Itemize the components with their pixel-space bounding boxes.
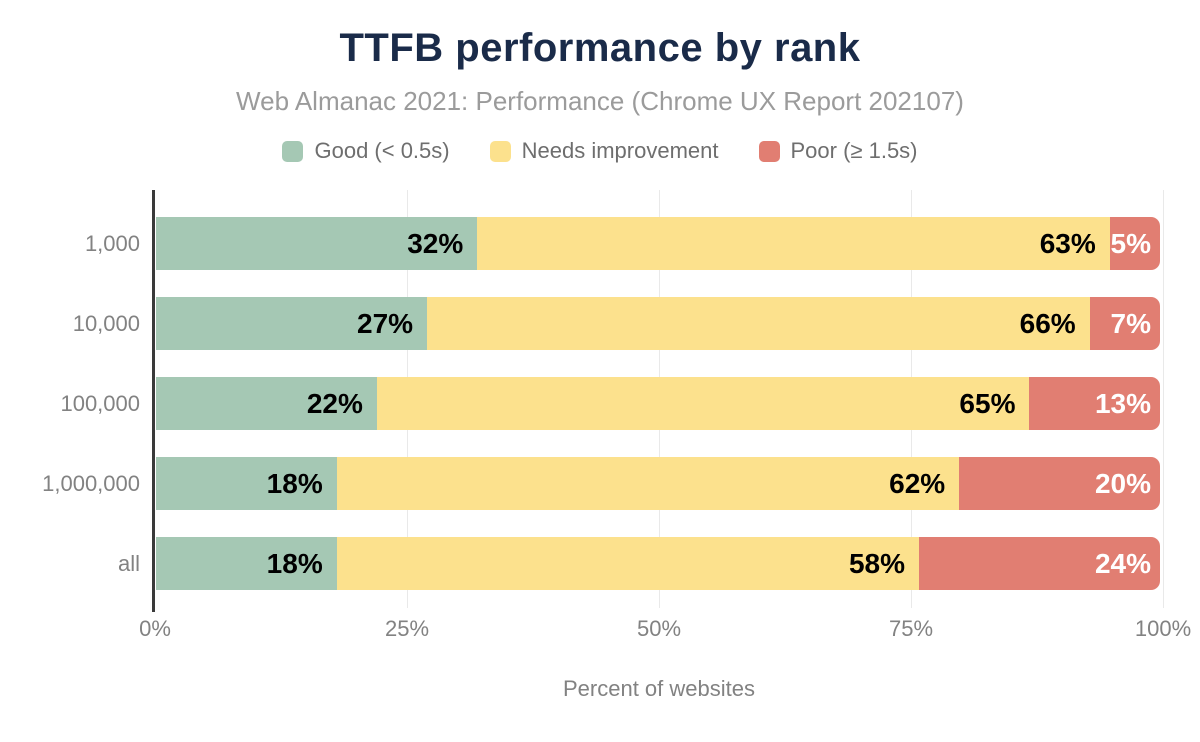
bar-value-label: 13% xyxy=(1094,387,1151,419)
bar-segment: 66% xyxy=(427,297,1090,350)
bar-value-label: 24% xyxy=(1094,547,1151,579)
legend-swatch-icon xyxy=(758,140,780,162)
legend-swatch-icon xyxy=(282,140,304,162)
legend-item-2: Poor (≥ 1.5s) xyxy=(758,138,918,164)
bar-row-all: 18% 58% 24% xyxy=(156,537,1160,590)
bar-segment: 63% xyxy=(477,217,1110,270)
bar-segment: 62% xyxy=(336,457,960,510)
bar-segment: 13% xyxy=(1029,377,1160,430)
chart-subtitle: Web Almanac 2021: Performance (Chrome UX… xyxy=(236,86,964,116)
bar-segment: 20% xyxy=(959,457,1160,510)
bar-segment: 22% xyxy=(156,377,377,430)
legend-item-0: Good (< 0.5s) xyxy=(282,138,450,164)
x-axis-tick-label: 75% xyxy=(888,616,934,641)
bar-segment: 18% xyxy=(156,457,337,510)
legend-label: Needs improvement xyxy=(521,138,719,163)
bar-segment: 27% xyxy=(156,297,428,350)
bar-row-10,000: 27% 66% 7% xyxy=(156,297,1160,350)
legend-swatch-icon xyxy=(489,140,511,162)
bar-segment: 65% xyxy=(376,377,1030,430)
bar-row-1,000,000: 18% 62% 20% xyxy=(156,457,1160,510)
y-axis-label: 100,000 xyxy=(60,390,140,416)
bar-value-label: 20% xyxy=(1094,467,1151,499)
legend: Good (< 0.5s) Needs improvement Poor (≥ 1.… xyxy=(0,138,1200,164)
bar-segment: 18% xyxy=(156,537,337,590)
bar-row-1,000: 32% 63% 5% xyxy=(156,217,1160,270)
plot-area: 32% 63% 5% 27% 66% 7% 22% 65% 13% 18% 62% 20% 18% 58%… xyxy=(152,190,1164,612)
y-axis-line xyxy=(152,190,155,612)
x-axis-tick-label: 0% xyxy=(139,616,171,641)
bar-value-label: 18% xyxy=(266,547,323,579)
x-axis-tick-label: 25% xyxy=(384,616,430,641)
bar-value-label: 32% xyxy=(407,227,464,259)
bar-segment: 32% xyxy=(156,217,478,270)
y-axis-label: all xyxy=(117,550,140,576)
bar-value-label: 63% xyxy=(1039,227,1096,259)
x-axis-tick-label: 100% xyxy=(1134,616,1192,641)
y-axis-label: 1,000 xyxy=(84,230,140,256)
y-axis-labels: 1,000 10,000 100,000 1,000,000 all xyxy=(0,190,140,612)
bar-value-label: 22% xyxy=(306,387,363,419)
bar-segment: 24% xyxy=(919,537,1160,590)
legend-item-1: Needs improvement xyxy=(489,138,719,164)
chart-title: TTFB performance by rank xyxy=(339,26,861,70)
legend-label: Good (< 0.5s) xyxy=(314,138,450,163)
y-axis-label: 1,000,000 xyxy=(42,470,140,496)
bar-value-label: 27% xyxy=(357,307,414,339)
x-axis-ticks: 0% 25% 50% 75% 100% xyxy=(139,616,1191,642)
bar-value-label: 18% xyxy=(266,467,323,499)
bar-value-label: 7% xyxy=(1110,307,1151,339)
bar-value-label: 58% xyxy=(848,547,906,579)
bar-value-label: 5% xyxy=(1110,227,1151,259)
y-axis-label: 10,000 xyxy=(72,310,140,336)
x-axis-title: Percent of websites xyxy=(563,676,755,701)
bar-row-100,000: 22% 65% 13% xyxy=(156,377,1160,430)
legend-label: Poor (≥ 1.5s) xyxy=(790,138,918,163)
bar-segment: 58% xyxy=(336,537,920,590)
bar-value-label: 65% xyxy=(959,387,1016,419)
gridline-100 xyxy=(1163,190,1164,608)
x-axis-tick-label: 50% xyxy=(636,616,682,641)
bar-value-label: 62% xyxy=(889,467,946,499)
bar-value-label: 66% xyxy=(1019,307,1076,339)
bar-segment: 7% xyxy=(1089,297,1160,350)
bar-segment: 5% xyxy=(1109,217,1160,270)
